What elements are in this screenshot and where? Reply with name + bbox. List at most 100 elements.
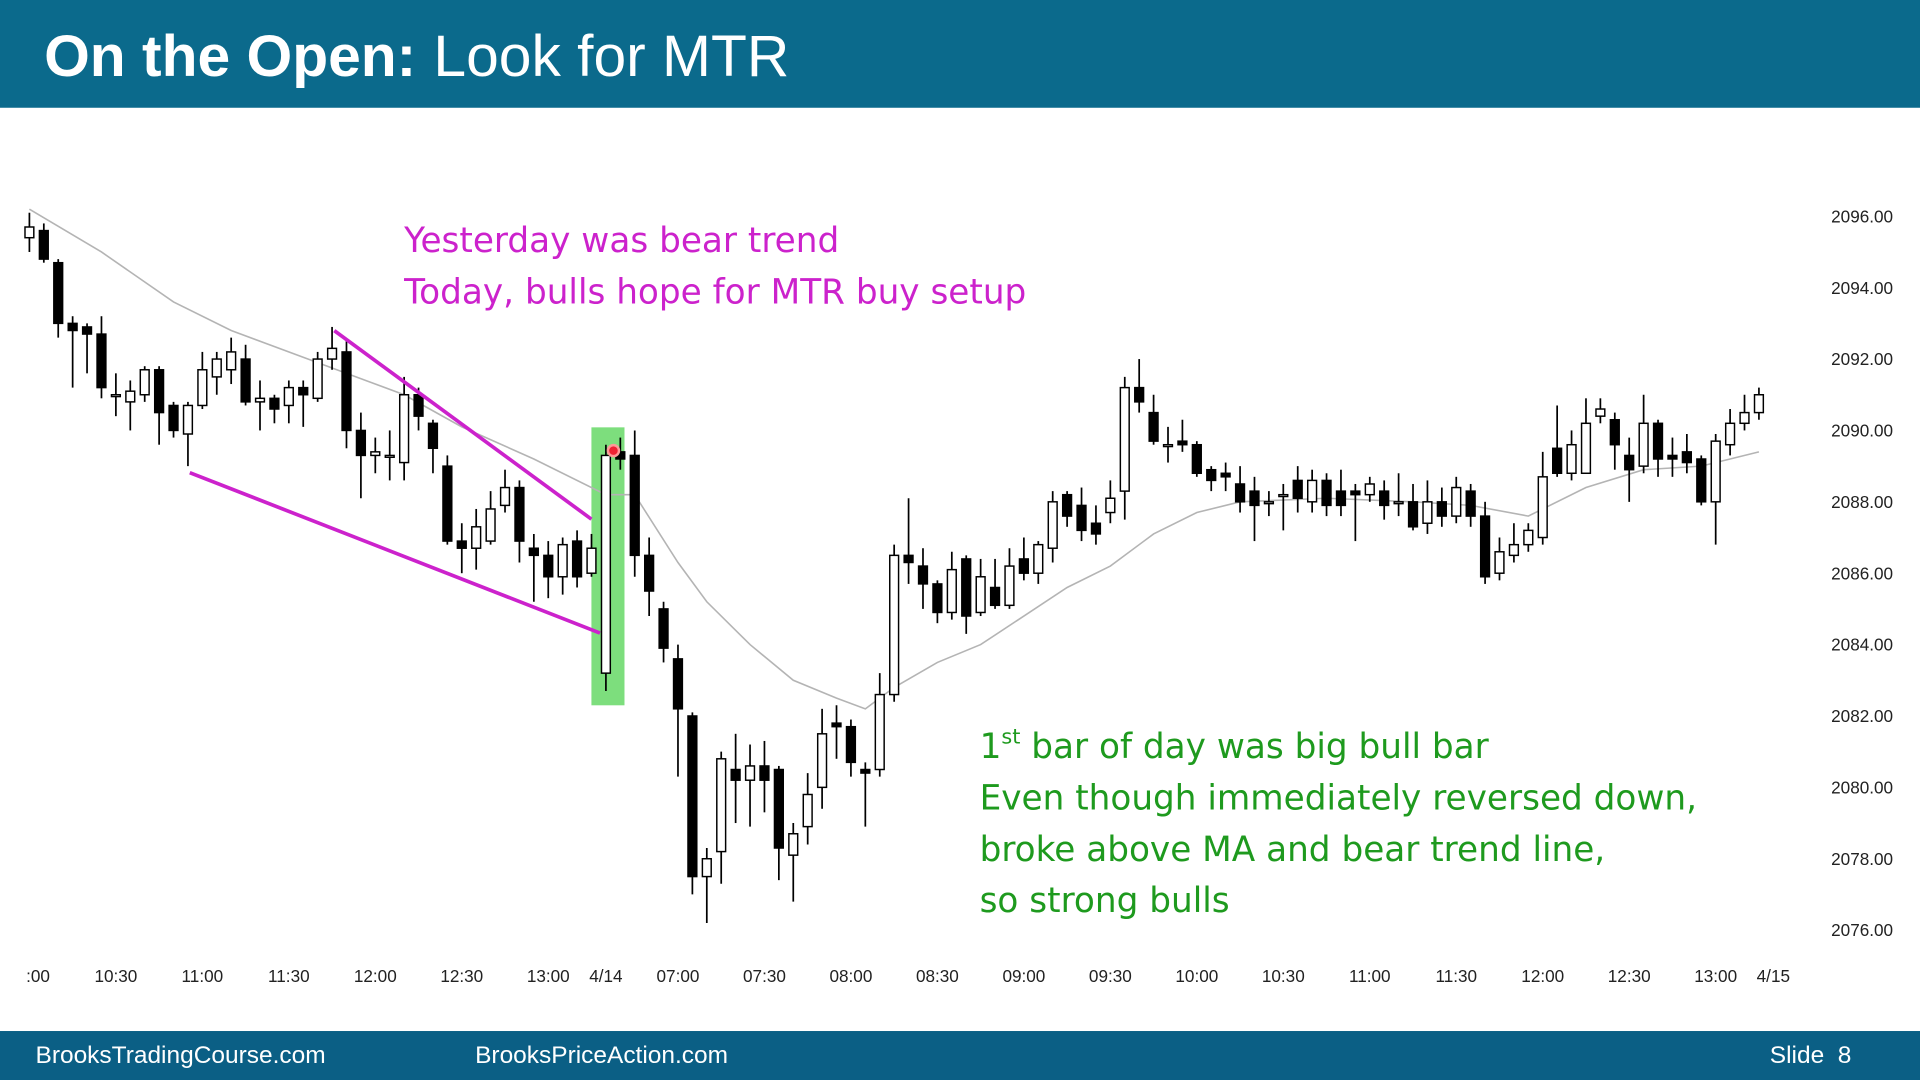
candle-body	[1379, 490, 1390, 507]
candle-body	[1508, 543, 1520, 557]
candle-body	[1624, 454, 1635, 471]
candle-body	[1523, 529, 1534, 546]
x-tick-label: 08:00	[829, 966, 872, 986]
candle-body	[67, 322, 78, 332]
y-tick-label: 2094.00	[1831, 278, 1893, 298]
trend-line	[189, 470, 601, 635]
candle-body	[845, 725, 857, 764]
candle-body	[38, 229, 49, 260]
candle-body	[1494, 551, 1505, 574]
x-tick-label: 4/14	[589, 966, 623, 986]
annotation-bottom: so strong bulls	[980, 881, 1230, 921]
candle-body	[528, 547, 539, 557]
candle-body	[1407, 501, 1419, 528]
candle-body	[413, 394, 424, 417]
candle-body	[1263, 501, 1275, 505]
candle-body	[802, 793, 813, 828]
candle-body	[975, 576, 986, 614]
candle-body	[1292, 479, 1303, 499]
x-tick-label: 10:30	[1262, 966, 1305, 986]
candle-body	[730, 768, 741, 781]
candle-body	[1667, 454, 1678, 460]
candle-body	[125, 390, 136, 403]
candle-body	[110, 394, 122, 398]
annotation-part: bar of day was big bull bar	[1020, 727, 1489, 767]
candle-body	[1206, 468, 1217, 482]
candle-body	[1335, 490, 1347, 507]
candle-body	[1306, 479, 1318, 503]
annotation-superscript: st	[1001, 724, 1020, 748]
candle-body	[514, 486, 525, 542]
candle-body	[1148, 411, 1159, 442]
candle-body	[1710, 440, 1721, 503]
candle-body	[298, 386, 309, 396]
candle-body	[1609, 418, 1620, 446]
candle-body	[1105, 497, 1116, 514]
candle-body	[1580, 422, 1592, 475]
candle-body	[1552, 447, 1563, 475]
candle-body	[1436, 501, 1447, 517]
candle-body	[269, 397, 280, 410]
candle-body	[1350, 490, 1361, 496]
annotation-bottom: broke above MA and bear trend line,	[980, 830, 1606, 870]
x-tick-label: 13:00	[1694, 966, 1737, 986]
slide-number: Slide 8	[1770, 1042, 1852, 1069]
footer-bar	[0, 1031, 1920, 1080]
candle-body	[586, 547, 597, 574]
candle-body	[989, 586, 1001, 607]
x-tick-label: 12:30	[1608, 966, 1651, 986]
candle-body	[226, 351, 237, 371]
signal-dot	[606, 443, 621, 458]
y-tick-label: 2090.00	[1831, 421, 1893, 441]
y-tick-label: 2086.00	[1831, 563, 1893, 583]
candle-body	[903, 554, 914, 564]
title-rest: Look for MTR	[433, 24, 789, 89]
candle-body	[1595, 408, 1606, 417]
candle-body	[1465, 490, 1476, 517]
candle-body	[1739, 411, 1750, 425]
candle-body	[644, 554, 655, 592]
y-tick-label: 2092.00	[1831, 349, 1893, 369]
candle-body	[1278, 493, 1289, 498]
candle-body	[1566, 443, 1577, 475]
candle-body	[341, 351, 352, 432]
x-tick-label: 4/15	[1757, 966, 1790, 986]
candle-body	[355, 429, 367, 457]
y-tick-label: 2082.00	[1831, 706, 1893, 726]
annotation-bottom: Even though immediately reversed down,	[980, 778, 1697, 818]
annotation-top: Yesterday was bear trend	[403, 221, 839, 261]
candle-body	[860, 768, 871, 774]
x-tick-label: 10:00	[1175, 966, 1218, 986]
candle-body	[543, 554, 554, 578]
candle-body	[629, 454, 640, 557]
candle-body	[81, 326, 93, 335]
header-bar	[0, 0, 1920, 108]
candle-body	[427, 422, 439, 450]
x-tick-label: 07:30	[743, 966, 786, 986]
y-tick-label: 2080.00	[1831, 777, 1893, 797]
candle-body	[370, 451, 381, 457]
candle-body	[240, 358, 251, 403]
candle-body	[788, 833, 799, 856]
annotation-bottom: 1st bar of day was big bull bar	[980, 724, 1490, 767]
annotation-part: 1	[980, 727, 1002, 767]
candle-body	[557, 543, 568, 578]
candle-body	[1090, 522, 1102, 535]
candle-body	[1033, 543, 1044, 574]
candle-body	[456, 540, 467, 549]
candle-body	[1696, 458, 1707, 503]
candle-body	[442, 465, 453, 542]
candle-body	[1321, 479, 1332, 507]
candle-body	[744, 765, 756, 781]
candle-body	[1162, 443, 1174, 448]
x-tick-label: 12:00	[1521, 966, 1564, 986]
candle-body	[1018, 558, 1030, 574]
candle-body	[384, 454, 395, 458]
y-tick-label: 2088.00	[1831, 492, 1893, 512]
candle-body	[1134, 386, 1145, 403]
candle-body	[1061, 493, 1073, 517]
x-tick-label: 07:00	[657, 966, 700, 986]
candle-body	[1004, 565, 1015, 607]
